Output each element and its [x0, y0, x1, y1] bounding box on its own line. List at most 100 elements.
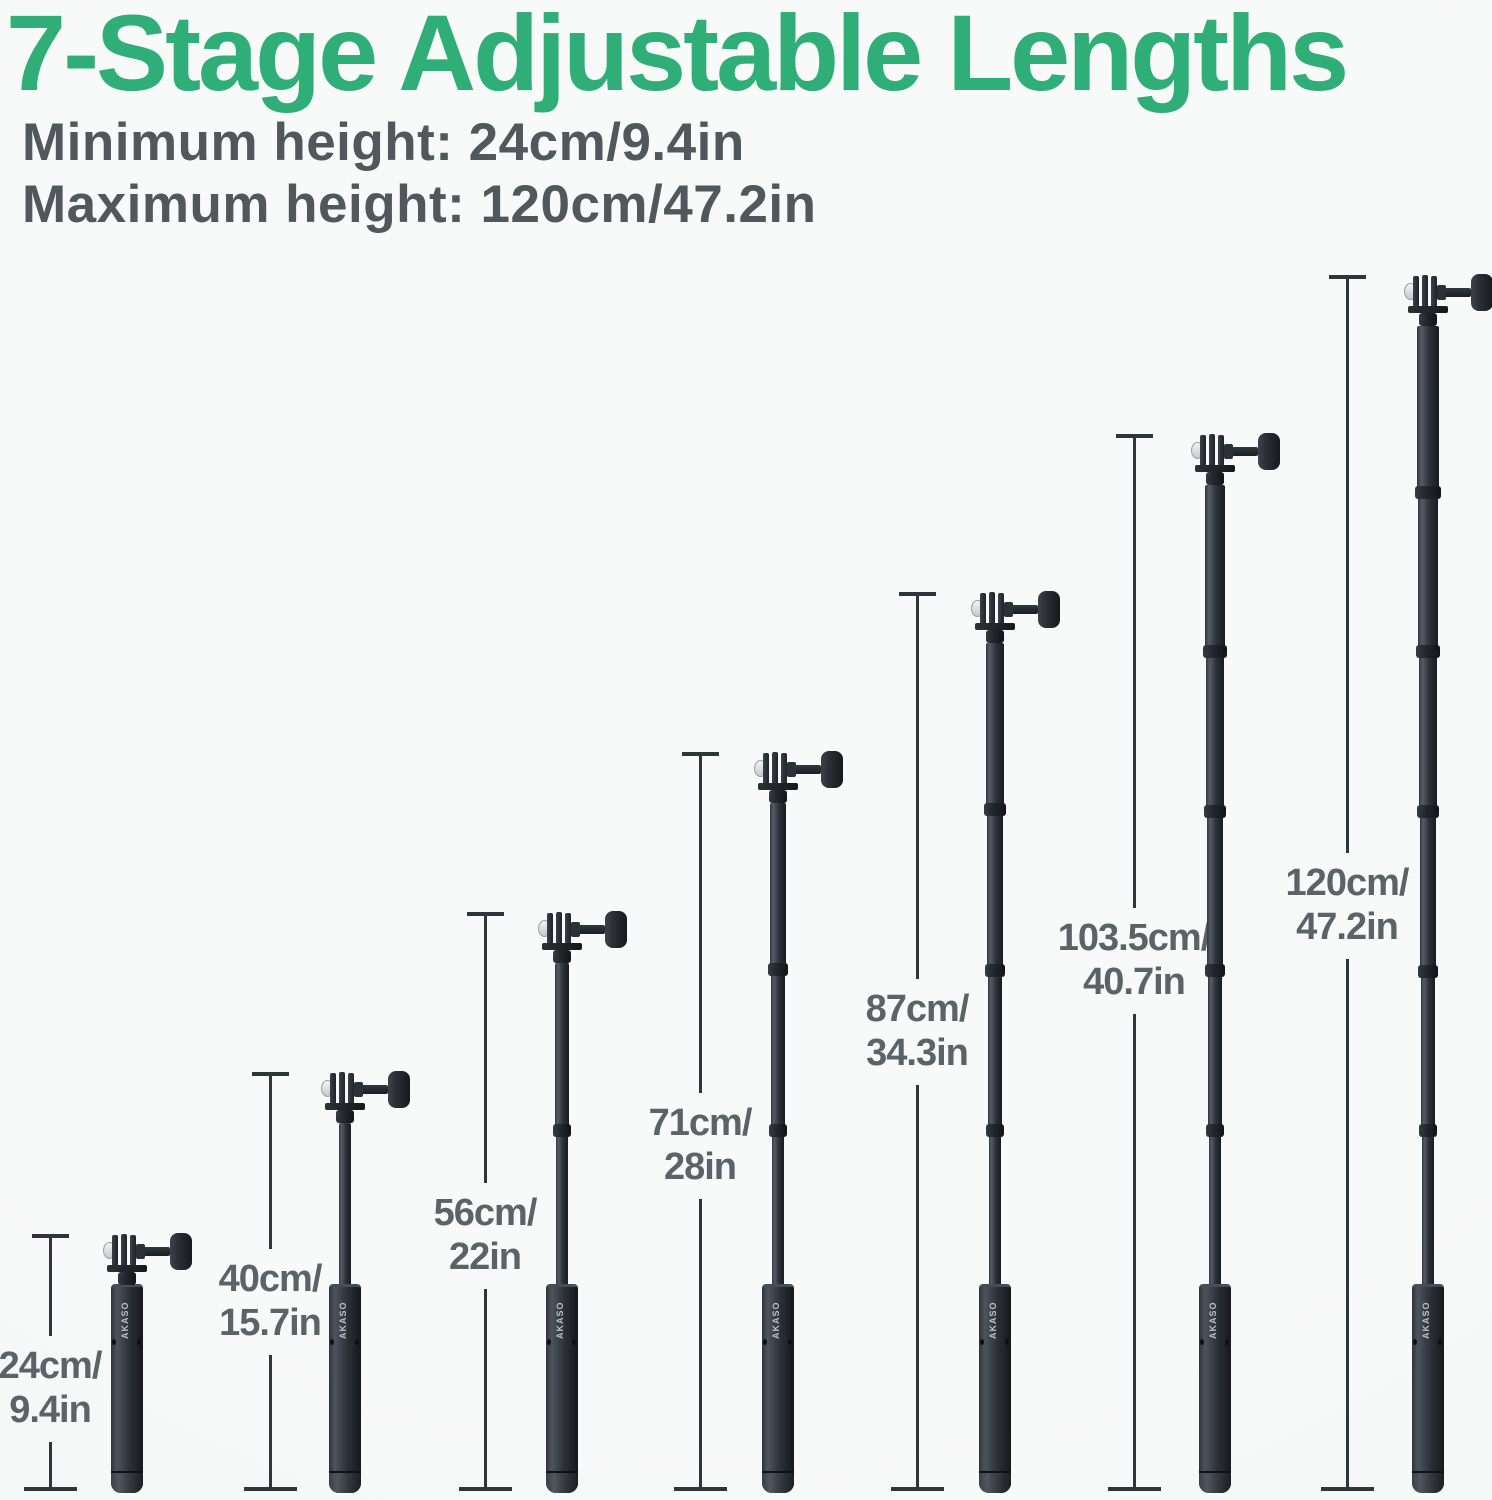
- tube-section: [1417, 326, 1439, 488]
- tube-section: [772, 1123, 784, 1286]
- label-inch: 47.2in: [1296, 906, 1399, 949]
- tube-section: [989, 1123, 1001, 1286]
- mount-flange: [758, 783, 798, 790]
- mount-collar: [336, 1110, 354, 1123]
- lanyard-hole: [1413, 1339, 1417, 1345]
- mount-prong: [339, 1072, 345, 1105]
- label-inch: 40.7in: [1083, 961, 1186, 1004]
- thumbscrew-knob-icon: [605, 911, 627, 948]
- stick-handle: AKASO: [546, 1284, 578, 1493]
- thumbscrew-knob-icon: [1038, 591, 1060, 628]
- tube-section: [1207, 804, 1223, 967]
- dimension-label: 120cm/47.2in: [1197, 861, 1492, 949]
- tube-section: [556, 1123, 568, 1286]
- tube-section: [1422, 1124, 1434, 1286]
- tube-section: [1205, 485, 1225, 647]
- brand-text: AKASO: [771, 1301, 781, 1339]
- handle-cap: [546, 1471, 578, 1493]
- stick-handle: AKASO: [979, 1284, 1011, 1493]
- section-collar: [1206, 1124, 1224, 1138]
- thumbscrew-nut: [136, 1244, 145, 1259]
- mount-prong: [130, 1235, 136, 1266]
- mount-prong: [989, 592, 995, 625]
- tube-section: [771, 963, 785, 1126]
- label-cm: 56cm/: [433, 1192, 538, 1234]
- lanyard-hole: [572, 1339, 576, 1345]
- tube-section: [1206, 644, 1224, 807]
- thumbscrew-nut: [354, 1082, 363, 1097]
- handle-cap: [979, 1471, 1011, 1493]
- mount-flange: [1195, 465, 1235, 472]
- thumbscrew-knob-icon: [821, 751, 843, 788]
- lanyard-hole: [547, 1339, 551, 1345]
- mount-prong: [1218, 435, 1224, 466]
- label-cm: 24cm/: [0, 1345, 102, 1387]
- tube-section: [988, 963, 1002, 1126]
- mount-prong: [1200, 435, 1206, 466]
- thumbscrew-shaft: [1437, 288, 1471, 297]
- dimension-line-upper: [252, 1072, 289, 1249]
- dimension-line-upper: [32, 1234, 69, 1336]
- mount-flange: [107, 1265, 147, 1272]
- section-collar: [985, 963, 1005, 977]
- mount-prong: [998, 593, 1004, 624]
- dimension-line-upper: [899, 592, 936, 979]
- tube-section: [1420, 805, 1436, 967]
- stick-handle: AKASO: [111, 1284, 143, 1493]
- thumbscrew-knob-icon: [170, 1233, 192, 1270]
- mount-prong: [1422, 275, 1428, 308]
- thumbscrew-shaft: [136, 1247, 170, 1256]
- dimension-label: 71cm/28in: [550, 1101, 850, 1189]
- lanyard-hole: [1225, 1339, 1229, 1345]
- max-height-text: Maximum height: 120cm/47.2in: [22, 175, 817, 234]
- section-collar: [986, 1123, 1004, 1137]
- dimension-line-upper: [467, 912, 504, 1183]
- handle-cap: [111, 1471, 143, 1493]
- dimension-line-lower: [1321, 959, 1374, 1491]
- mount-prong: [330, 1073, 336, 1104]
- brand-text: AKASO: [1421, 1301, 1431, 1339]
- mount-prong: [980, 593, 986, 624]
- mount-prong: [763, 753, 769, 784]
- tube-section: [770, 803, 786, 966]
- thumbscrew-knob-icon: [1471, 274, 1492, 311]
- mount-flange: [975, 623, 1015, 630]
- section-collar: [769, 1123, 787, 1137]
- thumbscrew-nut: [1437, 285, 1446, 300]
- mount-prong: [121, 1234, 127, 1267]
- label-inch: 28in: [663, 1146, 737, 1189]
- lanyard-hole: [763, 1339, 767, 1345]
- brand-text: AKASO: [1208, 1301, 1218, 1339]
- mount-prong: [1431, 276, 1437, 307]
- mount-prong: [348, 1073, 354, 1104]
- label-cm: 71cm/: [648, 1102, 753, 1144]
- section-collar: [984, 803, 1006, 817]
- lanyard-hole: [137, 1339, 141, 1345]
- dimension-line-upper: [1116, 434, 1153, 908]
- thumbscrew-nut: [787, 762, 796, 777]
- section-collar: [1417, 805, 1439, 818]
- mount-prong: [547, 913, 553, 944]
- thumbscrew-shaft: [1004, 605, 1038, 614]
- lanyard-hole: [112, 1339, 116, 1345]
- brand-text: AKASO: [338, 1301, 348, 1339]
- mount-prong: [772, 752, 778, 785]
- section-collar: [1415, 485, 1441, 499]
- handle-cap: [329, 1471, 361, 1493]
- thumbscrew-knob-icon: [388, 1071, 410, 1108]
- dimension-line-lower: [24, 1442, 77, 1491]
- dimension-label: 40cm/15.7in: [120, 1257, 420, 1345]
- tube-section: [1209, 1124, 1221, 1286]
- handle-cap: [762, 1471, 794, 1493]
- label-cm: 103.5cm/: [1057, 917, 1212, 959]
- mount-collar: [1206, 472, 1224, 485]
- thumbscrew-shaft: [354, 1085, 388, 1094]
- tube-section: [1208, 964, 1222, 1127]
- mount-collar: [1419, 313, 1437, 326]
- thumbscrew-nut: [571, 922, 580, 937]
- thumbscrew-shaft: [571, 925, 605, 934]
- dimension-line-upper: [1329, 275, 1366, 853]
- mount-collar: [986, 630, 1004, 643]
- label-inch: 34.3in: [866, 1032, 969, 1075]
